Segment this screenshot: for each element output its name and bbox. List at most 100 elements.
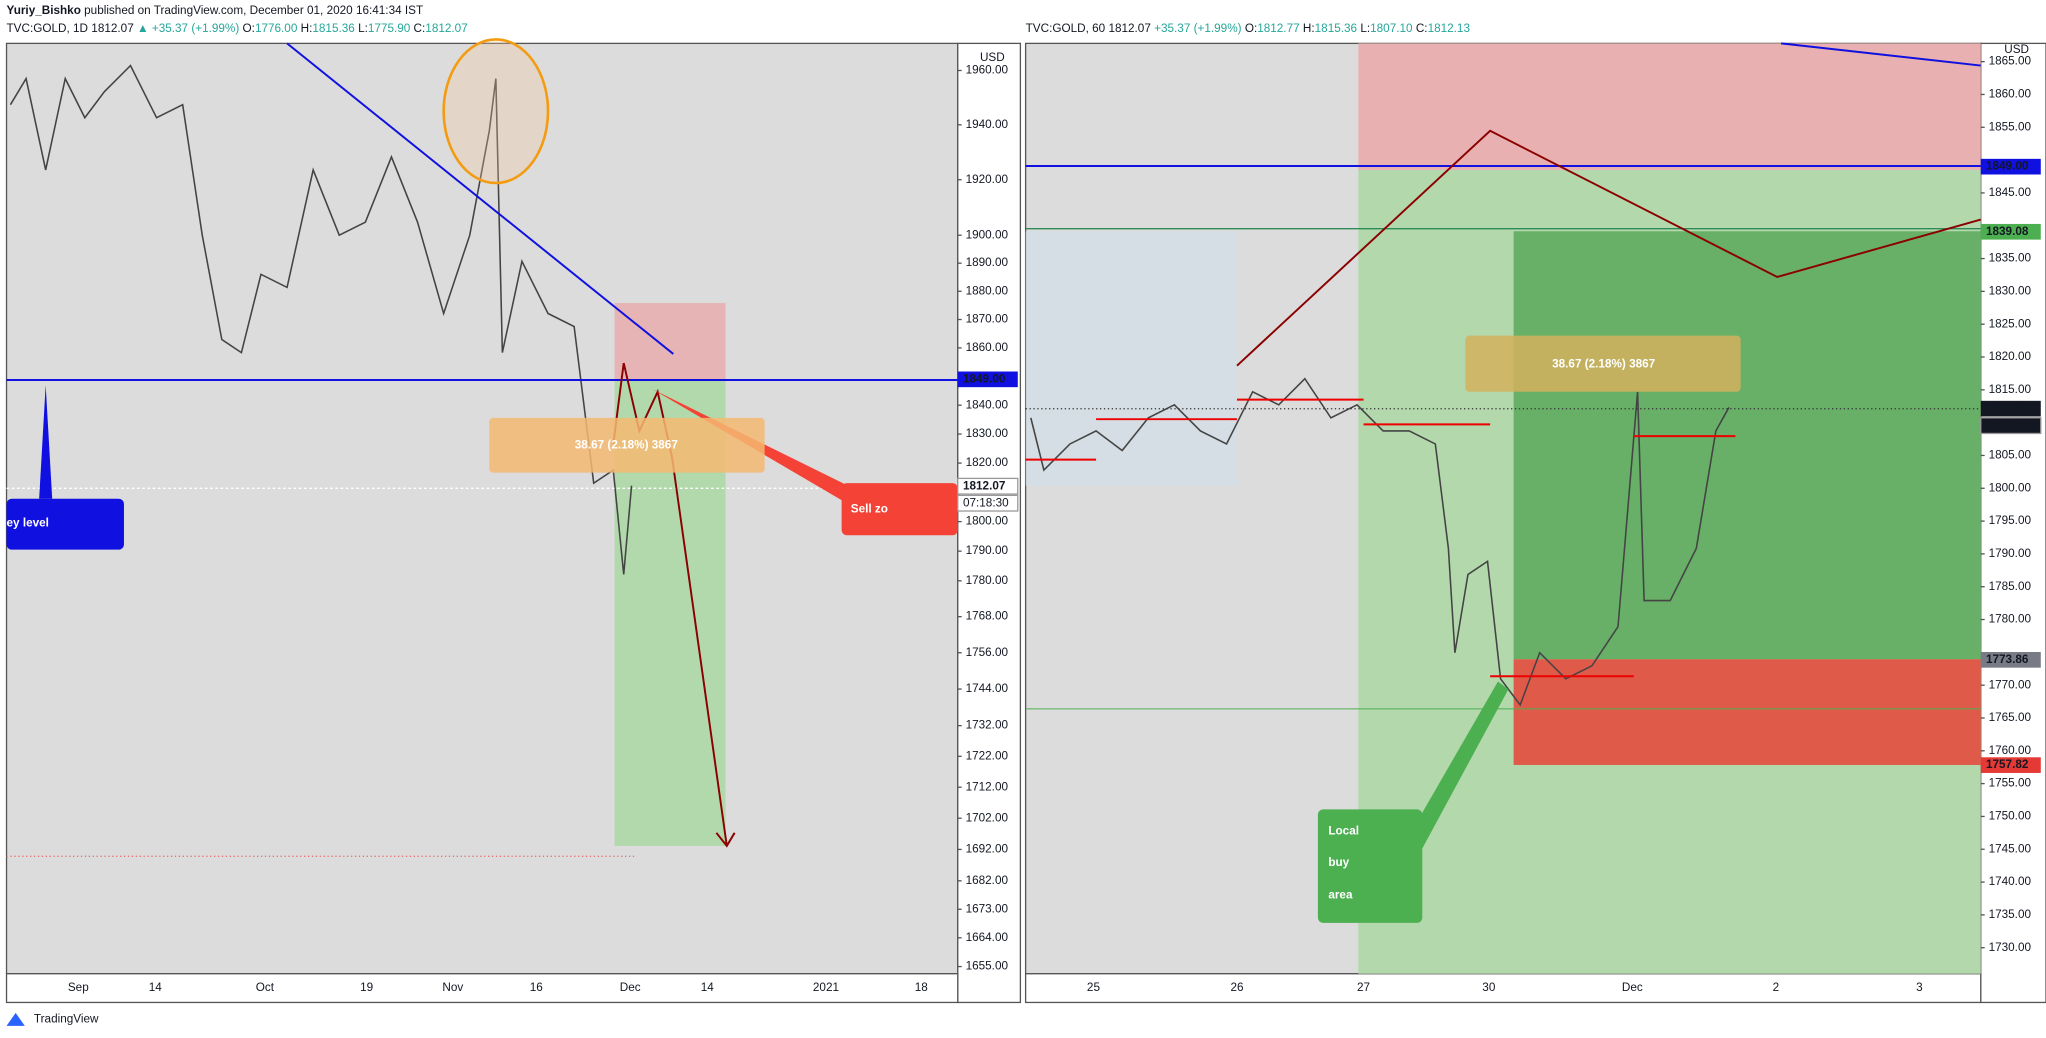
- price-tick-label: 1805.00: [1989, 449, 2032, 462]
- price-tag-label: 1849.00: [1986, 160, 2029, 173]
- projection-arrow: [715, 832, 736, 848]
- left-chart: 38.67 (2.18%) 3867 ey level Sell zo USD …: [5, 22, 1022, 1004]
- price-tick-label: 1820.00: [1989, 350, 2032, 363]
- key-level-label: ey level: [7, 517, 49, 530]
- key-level-pointer: [39, 385, 53, 499]
- price-tag: [1980, 158, 2041, 175]
- countdown: 07:18:30: [963, 496, 1009, 509]
- c-label: C:: [1416, 22, 1428, 35]
- time-tick-label: 30: [1482, 981, 1496, 994]
- price-tick-label: 1755.00: [1989, 777, 2032, 790]
- price-tick-label: 1750.00: [1989, 810, 2032, 823]
- l-value: 1775.90: [368, 22, 411, 35]
- h-value: 1815.36: [312, 22, 355, 35]
- author: Yuriy_Bishko: [7, 4, 81, 17]
- price-tick-label: 1860.00: [1989, 88, 2032, 101]
- price-tick-label: 1820.00: [966, 456, 1009, 469]
- price-tick-label: 1800.00: [966, 515, 1009, 528]
- trend-line: [1781, 42, 1981, 67]
- price-tick-label: 1745.00: [1989, 842, 2032, 855]
- published: published on TradingView.com, December 0…: [84, 4, 423, 17]
- time-tick-label: 19: [360, 981, 373, 994]
- price-tick-label: 1732.00: [966, 719, 1009, 732]
- price-tick-label: 1768.00: [966, 610, 1009, 623]
- profile-zone: [1025, 231, 1237, 486]
- price-tick-label: 1800.00: [1989, 481, 2032, 494]
- buy-area-label: Local: [1328, 825, 1359, 838]
- time-tick-label: Sep: [68, 981, 89, 994]
- price-tick-label: 1730.00: [1989, 941, 2032, 954]
- price-tick-label: 1825.00: [1989, 317, 2032, 330]
- price-tag: [957, 477, 1019, 495]
- price-tick-label: 1756.00: [966, 646, 1009, 659]
- price-tick-label: 1835.00: [1989, 252, 2032, 265]
- price-tag-label: 1849.00: [963, 372, 1006, 385]
- countdown-tag: [1980, 417, 2042, 435]
- time-tick-label: 16: [530, 981, 544, 994]
- sell-zone-label: Sell zo: [851, 502, 888, 515]
- buy-area-label: area: [1328, 889, 1353, 902]
- publish-line: Yuriy_Bishko published on TradingView.co…: [7, 4, 424, 17]
- o-label: O:: [1245, 22, 1257, 35]
- change: ▲ +35.37 (+1.99%): [137, 22, 239, 35]
- price-tick-label: 1890.00: [966, 256, 1009, 269]
- legend: TVC:GOLD, 60 1812.07 +35.37 (+1.99%) O:1…: [1026, 22, 1471, 35]
- time-tick-label: 26: [1230, 981, 1244, 994]
- price-tick-label: 1735.00: [1989, 908, 2032, 921]
- projection-path: [1236, 129, 1982, 367]
- price-tick-label: 1865.00: [1989, 55, 2032, 68]
- c-value: 1812.13: [1428, 22, 1471, 35]
- price-tick-label: 1702.00: [966, 811, 1009, 824]
- plot-area: [5, 42, 959, 975]
- price-tick-label: 1760.00: [1989, 744, 2032, 757]
- time-tick-label: 14: [701, 981, 715, 994]
- price-tag-label: 1812.07: [963, 479, 1006, 492]
- time-tick-label: 2: [1773, 981, 1780, 994]
- measure-label: 38.67 (2.18%) 3867: [1552, 357, 1656, 370]
- c-label: C:: [414, 22, 426, 35]
- stop-zone: [1513, 659, 1981, 765]
- price-tick-label: 1744.00: [966, 682, 1009, 695]
- buy-area-label: buy: [1328, 856, 1349, 869]
- currency: USD: [980, 51, 1005, 64]
- price-tick-label: 1900.00: [966, 228, 1009, 241]
- measure-box: [489, 417, 765, 473]
- price-axis: [957, 42, 1022, 1004]
- price-tick-label: 1740.00: [1989, 875, 2032, 888]
- price-tick-label: 1780.00: [966, 574, 1009, 587]
- price-tick-label: 1692.00: [966, 843, 1009, 856]
- price-tick-label: 1845.00: [1989, 186, 2032, 199]
- price-path: [9, 64, 633, 575]
- trend-line: [286, 42, 674, 355]
- legend: TVC:GOLD, 1D 1812.07 ▲ +35.37 (+1.99%) O…: [7, 22, 468, 35]
- time-tick-label: 14: [149, 981, 163, 994]
- time-axis: [5, 973, 959, 1004]
- o-value: 1812.77: [1257, 22, 1299, 35]
- h-label: H:: [1303, 22, 1315, 35]
- change: +35.37 (+1.99%): [1154, 22, 1242, 35]
- price-tag: [1980, 652, 2041, 668]
- h-value: 1815.36: [1315, 22, 1358, 35]
- price-tick-label: 1870.00: [966, 313, 1009, 326]
- price-tag-label: 1812.13: [1986, 402, 2029, 415]
- l-label: L:: [1360, 22, 1370, 35]
- risk-zone: [614, 303, 726, 381]
- price-tick-label: 1795.00: [1989, 514, 2032, 527]
- measure-box: [1465, 335, 1741, 392]
- price-path: [1030, 377, 1730, 707]
- c-value: 1812.07: [425, 22, 467, 35]
- price-tick-label: 1790.00: [1989, 547, 2032, 560]
- o-label: O:: [243, 22, 255, 35]
- countdown: 18:30: [1986, 419, 2016, 432]
- projection-path: [612, 362, 728, 847]
- l-value: 1807.10: [1370, 22, 1413, 35]
- time-tick-label: 27: [1357, 981, 1370, 994]
- price-tick-label: 1722.00: [966, 749, 1009, 762]
- price-tick-label: 1673.00: [966, 902, 1009, 915]
- buy-pointer: [1409, 681, 1509, 849]
- time-tick-label: 3: [1916, 981, 1923, 994]
- price-tag: [1980, 757, 2041, 773]
- price-tick-label: 1655.00: [966, 960, 1009, 973]
